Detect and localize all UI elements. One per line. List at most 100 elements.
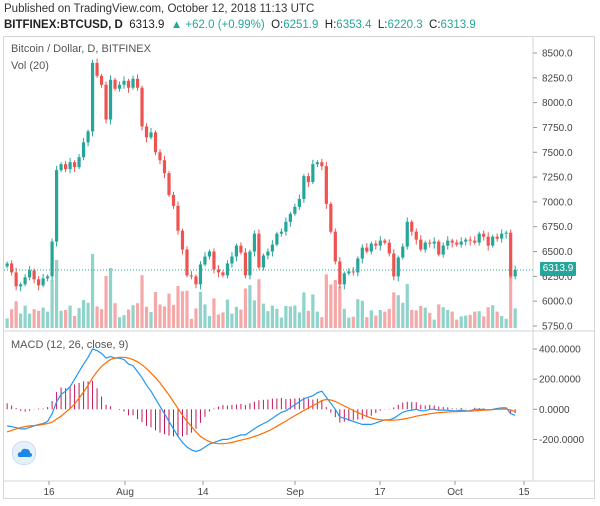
volume-bar (504, 318, 508, 328)
volume-bar (46, 311, 50, 328)
volume-bar (239, 309, 243, 328)
candle-body (162, 160, 167, 174)
candle-body (392, 253, 396, 277)
volume-bar (19, 313, 23, 328)
time-tick-label: Sep (286, 487, 304, 498)
candle-body (63, 164, 68, 170)
volume-bar (162, 306, 167, 328)
candle-body (117, 84, 122, 89)
volume-bar (86, 302, 90, 328)
volume-bar (234, 306, 239, 328)
candle-body (257, 233, 261, 268)
volume-bar (10, 309, 14, 328)
candle-body (356, 258, 360, 273)
volume-bar (477, 311, 481, 328)
volume-bar (410, 310, 414, 328)
candle-body (414, 231, 418, 240)
volume-bar (212, 298, 216, 328)
candle-body (194, 276, 198, 285)
volume-bar (419, 306, 423, 328)
candle-body (473, 240, 477, 243)
high-label: H: (324, 19, 337, 31)
volume-bar (486, 307, 490, 328)
open-value: 6251.9 (283, 19, 319, 31)
candle-body (450, 240, 454, 243)
candle-body (90, 62, 95, 132)
volume-bar (149, 312, 153, 328)
candle-body (95, 62, 99, 76)
candle-body (324, 166, 328, 204)
price-tick-label: 8250.0 (542, 73, 573, 84)
volume-bar (360, 300, 364, 328)
close-value: 6313.9 (440, 19, 476, 31)
candle-body (342, 273, 346, 285)
price-tick-label: 7500.0 (542, 148, 573, 159)
volume-bar (171, 304, 176, 328)
candle-body (153, 132, 158, 153)
high-value: 6353.4 (336, 19, 372, 31)
volume-bar (221, 312, 225, 328)
macd-tick-label: 0.0000 (539, 405, 570, 416)
volume-bar (158, 304, 162, 328)
candle-body (405, 221, 409, 247)
volume-bar (374, 315, 378, 328)
volume-bar (248, 285, 252, 328)
candle-body (203, 256, 207, 265)
candle-body (383, 240, 387, 243)
volume-legend: Vol (20) (11, 60, 49, 72)
volume-bar (378, 310, 382, 328)
volume-bar (185, 290, 189, 328)
candle-body (171, 194, 176, 206)
candle-body (185, 249, 189, 276)
candle-body (270, 244, 274, 252)
time-tick-label: 17 (374, 487, 386, 498)
candle-body (167, 173, 171, 195)
volume-bar (401, 302, 405, 328)
price-tick-label: 6000.0 (542, 297, 573, 308)
candle-body (284, 221, 288, 232)
volume-bar (369, 310, 373, 328)
candle-body (446, 240, 450, 246)
volume-bar (131, 305, 135, 328)
volume-bar (63, 310, 68, 328)
volume-bar (194, 308, 198, 328)
candle-body (302, 176, 306, 199)
candle-body (81, 142, 86, 158)
tradingview-cloud-icon[interactable] (12, 441, 36, 465)
volume-bar (135, 303, 140, 328)
candle-body (320, 162, 324, 167)
candle-body (419, 239, 423, 250)
candle-body (333, 231, 337, 262)
macd-legend: MACD (12, 26, close, 9) (11, 339, 129, 351)
candle-body (275, 233, 279, 245)
volume-bar (81, 300, 86, 328)
volume-bar (441, 307, 445, 328)
volume-bar (55, 260, 59, 328)
open-label: O: (271, 19, 284, 31)
volume-bar (144, 306, 149, 328)
volume-bar (329, 284, 333, 328)
candle-body (387, 242, 391, 254)
candle-body (351, 271, 355, 273)
volume-bar (176, 286, 180, 328)
volume-bar (14, 301, 18, 328)
volume-bar (396, 295, 400, 328)
candle-body (180, 230, 185, 250)
macd-line (7, 348, 516, 453)
volume-bar (459, 316, 463, 328)
price-tick-label: 8000.0 (542, 98, 573, 109)
candle-body (428, 242, 432, 244)
candle-body (311, 164, 315, 183)
volume-bar (495, 311, 499, 328)
price-tick-label: 6750.0 (542, 222, 573, 233)
candle-body (468, 239, 472, 241)
price-change: +62.0 (+0.99%) (185, 19, 265, 31)
volume-bar (37, 310, 41, 328)
signal-line (6, 356, 516, 445)
macd-tick-label: 200.0000 (539, 375, 581, 386)
volume-bar (365, 317, 369, 328)
candle-body (279, 231, 283, 234)
candle-body (248, 251, 252, 276)
candle-body (360, 247, 364, 259)
